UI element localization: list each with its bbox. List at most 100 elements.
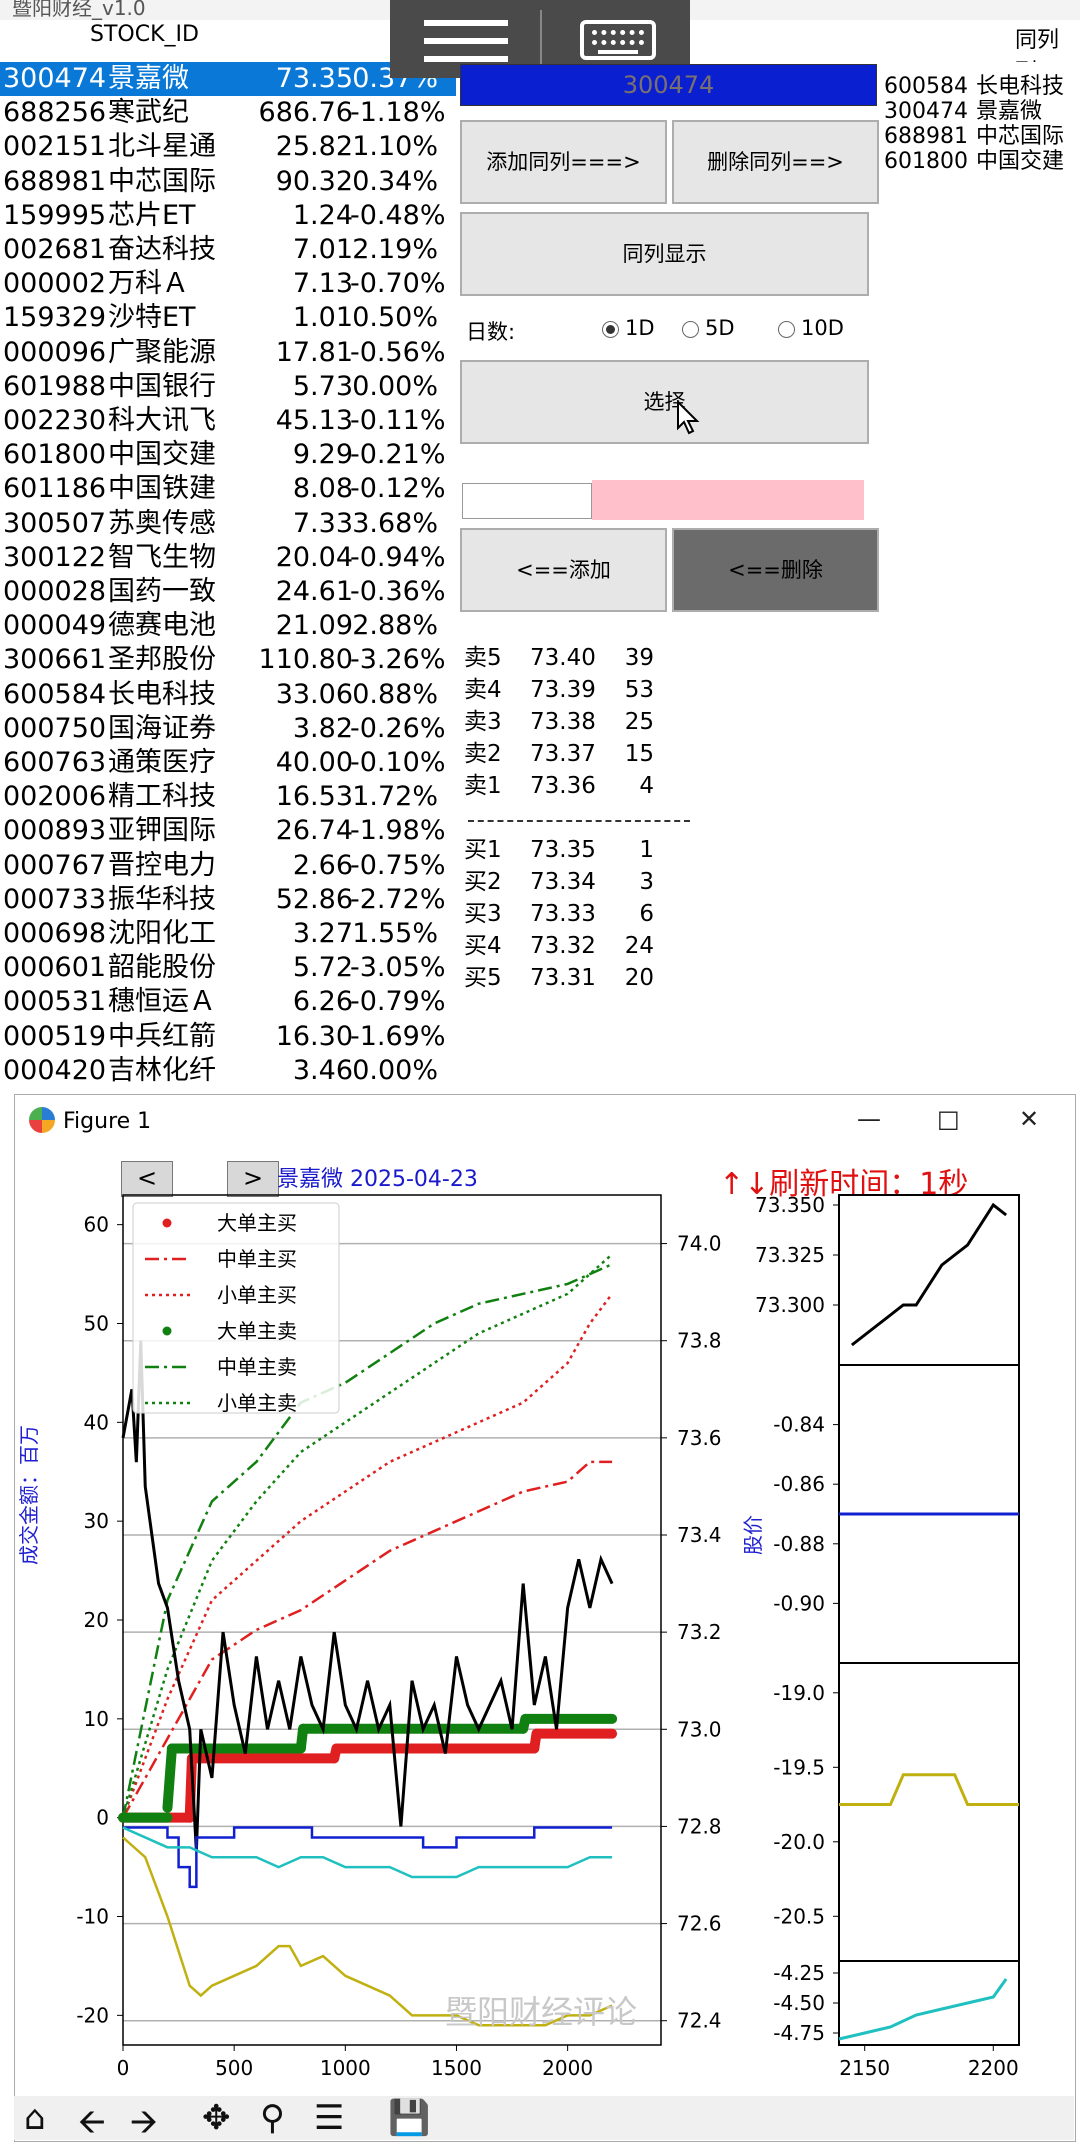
y-tick-label: 30 (84, 1509, 109, 1533)
stock-list-item[interactable]: 300122 智飞生物 20.04 -0.94% (0, 541, 458, 575)
stock-price: 7.13 (292, 268, 353, 300)
stock-list-item[interactable]: 000893 亚钾国际 26.74 -1.98% (0, 814, 458, 848)
stock-code: 002681 (3, 234, 107, 265)
stock-name: 中国银行 (108, 370, 216, 402)
side-y-tick-label: -4.50 (773, 1991, 825, 2015)
same-column-item[interactable]: 300474 景嘉微 (884, 93, 1042, 125)
stock-name: 中国铁建 (108, 473, 216, 505)
stock-list-item[interactable]: 300474 景嘉微 73.35 0.37% (0, 62, 456, 96)
stock-list-item[interactable]: 000096 广聚能源 17.81 -0.56% (0, 336, 458, 370)
same-column-list[interactable]: 600584 长电科技 300474 景嘉微 688981 中芯国际 601800 中国交建 (882, 62, 1080, 552)
add-same-column-button[interactable]: 添加同列===> (460, 120, 667, 204)
stock-change: 0.50% (352, 302, 438, 334)
back-arrow-icon[interactable]: 🡨 (78, 2102, 106, 2142)
select-button[interactable]: 选择 (460, 360, 869, 444)
stock-list-item[interactable]: 600584 长电科技 33.06 0.88% (0, 678, 458, 712)
stock-name: 万科Ａ (108, 268, 189, 300)
stock-list-item[interactable]: 002681 奋达科技 7.01 2.19% (0, 233, 458, 267)
stock-list-item[interactable]: 000420 吉林化纤 3.46 0.00% (0, 1054, 458, 1088)
same-column-code: 601800 (884, 149, 968, 174)
same-column-item[interactable]: 601800 中国交建 (884, 143, 1064, 175)
stock-list-item[interactable]: 002006 精工科技 16.53 1.72% (0, 780, 458, 814)
delete-button[interactable]: <==删除 (672, 528, 879, 612)
side-y-tick-label: -0.90 (773, 1591, 825, 1615)
show-same-column-button[interactable]: 同列显示 (460, 212, 869, 296)
next-button[interactable]: > (227, 1161, 279, 1197)
x-tick-label: 2000 (542, 2056, 593, 2080)
x-tick-label: 0 (117, 2056, 130, 2080)
stock-name: 亚钾国际 (108, 815, 216, 847)
save-icon[interactable]: 💾 (388, 2098, 431, 2138)
series-3-segment (162, 1743, 177, 1813)
stock-id-column-header[interactable]: STOCK_ID (90, 22, 199, 47)
stock-price: 16.30 (275, 1020, 353, 1052)
stock-list-item[interactable]: 601988 中国银行 5.73 0.00% (0, 370, 458, 404)
stock-change: -1.98% (350, 815, 446, 847)
y-right-tick-label: 73.8 (677, 1329, 722, 1353)
stock-list-item[interactable]: 601800 中国交建 9.29 -0.21% (0, 438, 458, 472)
stock-price: 3.82 (292, 712, 353, 744)
configure-subplots-icon[interactable]: ☰ (314, 2098, 345, 2138)
same-column-name: 景嘉微 (975, 99, 1042, 124)
stock-list-item[interactable]: 600763 通策医疗 40.00 -0.10% (0, 746, 458, 780)
stock-price: 52.86 (275, 883, 353, 915)
stock-change: 0.34% (352, 165, 438, 197)
stock-list-item[interactable]: 601186 中国铁建 8.08 -0.12% (0, 472, 458, 506)
same-column-name: 中国交建 (975, 149, 1064, 174)
add-button[interactable]: <==添加 (460, 528, 667, 612)
same-column-item[interactable]: 688981 中芯国际 (884, 118, 1064, 150)
stock-code: 601186 (3, 473, 107, 505)
stock-list-item[interactable]: 000698 沈阳化工 3.27 1.55% (0, 917, 458, 951)
stock-list-item[interactable]: 000601 韶能股份 5.72 -3.05% (0, 951, 458, 985)
stock-list-item[interactable]: 688256 寒武纪 686.76 -1.18% (0, 96, 458, 130)
stock-list-item[interactable]: 000767 晋控电力 2.66 -0.75% (0, 849, 458, 883)
stock-code: 300507 (3, 507, 107, 539)
radio-10d[interactable]: 10D (778, 316, 844, 340)
keyboard-icon[interactable] (580, 20, 656, 60)
zoom-icon[interactable]: ⚲ (260, 2098, 285, 2138)
maximize-icon[interactable]: □ (937, 1105, 960, 1133)
stock-list-item[interactable]: 300661 圣邦股份 110.80 -3.26% (0, 643, 458, 677)
forward-arrow-icon[interactable]: 🡪 (130, 2102, 158, 2142)
stock-list-item[interactable]: 002151 北斗星通 25.82 1.10% (0, 130, 458, 164)
stock-list-item[interactable]: 159329 沙特ET 1.01 0.50% (0, 301, 458, 335)
same-column-item[interactable]: 600584 长电科技 (884, 68, 1064, 100)
stock-list-item[interactable]: 000733 振华科技 52.86 -2.72% (0, 883, 458, 917)
stock-code: 002151 (3, 131, 107, 163)
stock-list-item[interactable]: 000519 中兵红箭 16.30 -1.69% (0, 1020, 458, 1054)
home-icon[interactable]: ⌂ (24, 2098, 46, 2138)
radio-1d[interactable]: 1D (602, 316, 655, 340)
y-right-tick-label: 72.4 (677, 2009, 722, 2033)
stock-code-field[interactable]: 300474 (460, 64, 877, 106)
stock-list-item[interactable]: 000049 德赛电池 21.09 2.88% (0, 609, 458, 643)
stock-name: 圣邦股份 (108, 644, 216, 676)
stock-list-item[interactable]: 002230 科大讯飞 45.13 -0.11% (0, 404, 458, 438)
stock-list-item[interactable]: 000531 穗恒运Ａ 6.26 -0.79% (0, 985, 458, 1019)
same-column-name: 长电科技 (975, 74, 1064, 99)
radio-5d[interactable]: 5D (682, 316, 735, 340)
stock-list-item[interactable]: 000002 万科Ａ 7.13 -0.70% (0, 267, 458, 301)
y-tick-label: 0 (96, 1806, 109, 1830)
pan-icon[interactable]: ✥ (202, 2098, 231, 2138)
order-book-vol: 15 (624, 741, 654, 767)
stock-price: 5.72 (292, 952, 353, 984)
stock-change: -3.05% (350, 952, 446, 984)
menu-icon[interactable] (424, 18, 508, 62)
stock-list[interactable]: 300474 景嘉微 73.35 0.37% 688256 寒武纪 686.76 -1.18%… (0, 62, 458, 1096)
stock-list-item[interactable]: 159995 芯片ET 1.24 -0.48% (0, 199, 458, 233)
minimize-icon[interactable]: — (857, 1105, 881, 1133)
stock-list-item[interactable]: 000750 国海证券 3.82 -0.26% (0, 712, 458, 746)
close-icon[interactable]: ✕ (1019, 1105, 1040, 1133)
stock-name: 德赛电池 (108, 610, 216, 642)
side-x-tick-label: 2150 (839, 2056, 890, 2080)
text-input[interactable] (462, 483, 592, 519)
prev-button[interactable]: < (121, 1161, 173, 1197)
stock-list-item[interactable]: 300507 苏奥传感 7.33 3.68% (0, 507, 458, 541)
delete-same-column-button[interactable]: 删除同列==> (672, 120, 879, 204)
stock-list-item[interactable]: 688981 中芯国际 90.32 0.34% (0, 165, 458, 199)
stock-change: 1.55% (352, 918, 438, 949)
stock-list-item[interactable]: 000028 国药一致 24.61 -0.36% (0, 575, 458, 609)
side-y-tick-label: -20.0 (773, 1830, 825, 1854)
order-book-vol: 1 (639, 837, 654, 863)
stock-name: 奋达科技 (108, 234, 216, 265)
